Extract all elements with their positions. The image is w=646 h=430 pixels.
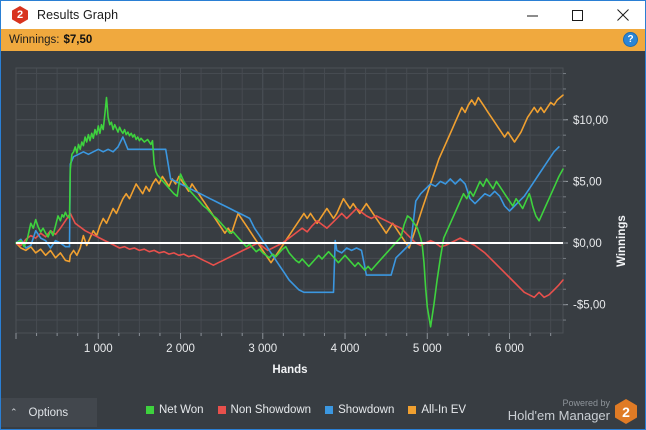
series-line-net-won bbox=[15, 96, 564, 328]
legend-item-net-won[interactable]: Net Won bbox=[146, 404, 204, 416]
options-button-label: Options bbox=[28, 406, 69, 419]
plot-area[interactable]: $10,00 $5,00 $0,00 -$5,00 1 000 2 000 3 000 4 … bbox=[1, 51, 645, 396]
maximize-button[interactable] bbox=[555, 1, 600, 29]
x-axis-labels: 1 000 2 000 3 000 4 000 5 000 6 000 bbox=[84, 343, 524, 355]
axis-ticks bbox=[15, 73, 568, 339]
close-icon bbox=[616, 9, 629, 21]
series-lines bbox=[15, 94, 564, 328]
chart-legend: Net Won Non Showdown Showdown All-In EV bbox=[146, 404, 466, 416]
series-line-showdown bbox=[15, 136, 560, 294]
minimize-button[interactable] bbox=[510, 1, 555, 29]
powered-by-label: Powered by bbox=[562, 398, 610, 408]
legend-swatch-icon bbox=[146, 406, 154, 414]
winnings-label: Winnings: bbox=[9, 34, 60, 46]
winnings-value: $7,50 bbox=[63, 34, 93, 46]
hm2-brand-hex-number: 2 bbox=[622, 403, 630, 420]
brand-name-label: Hold'em Manager bbox=[507, 408, 610, 423]
y-tick-label: $5,00 bbox=[573, 176, 602, 188]
x-tick-label: 1 000 bbox=[84, 343, 113, 355]
legend-swatch-icon bbox=[217, 406, 226, 414]
close-button[interactable] bbox=[600, 1, 645, 29]
y-axis-title: Winnings bbox=[616, 215, 628, 267]
hm2-brand-hex-icon: 2 bbox=[615, 399, 637, 424]
x-axis-title: Hands bbox=[272, 364, 307, 376]
x-tick-label: 2 000 bbox=[166, 343, 195, 355]
legend-item-non-showdown[interactable]: Non Showdown bbox=[217, 404, 312, 416]
window-title: Results Graph bbox=[37, 8, 119, 22]
legend-swatch-icon bbox=[408, 406, 417, 414]
title-bar: 2 Results Graph bbox=[1, 1, 645, 29]
help-icon[interactable]: ? bbox=[623, 32, 638, 47]
options-button[interactable]: ⌃ Options bbox=[1, 398, 97, 427]
window-controls bbox=[510, 1, 645, 29]
legend-label: Non Showdown bbox=[230, 404, 312, 416]
y-tick-label: $0,00 bbox=[573, 238, 602, 250]
maximize-icon bbox=[572, 9, 583, 21]
y-tick-label: -$5,00 bbox=[573, 300, 606, 312]
series-line-all-in-ev bbox=[15, 94, 564, 264]
x-tick-label: 6 000 bbox=[495, 343, 524, 355]
legend-label: All-In EV bbox=[421, 404, 467, 416]
series-line-non-showdown bbox=[15, 207, 564, 299]
brand-block: Powered by Hold'em Manager 2 bbox=[508, 398, 637, 425]
legend-item-showdown[interactable]: Showdown bbox=[325, 404, 394, 416]
x-tick-label: 4 000 bbox=[331, 343, 360, 355]
x-tick-label: 5 000 bbox=[413, 343, 442, 355]
legend-item-all-in-ev[interactable]: All-In EV bbox=[408, 404, 466, 416]
y-tick-label: $10,00 bbox=[573, 115, 608, 127]
y-axis-labels: $10,00 $5,00 $0,00 -$5,00 bbox=[573, 115, 608, 312]
hm2-hex-icon-number: 2 bbox=[16, 8, 24, 21]
results-chart[interactable]: $10,00 $5,00 $0,00 -$5,00 1 000 2 000 3 000 4 … bbox=[1, 51, 645, 396]
winnings-banner: Winnings: $7,50 ? bbox=[1, 29, 645, 51]
grid-minor bbox=[1, 51, 645, 396]
grid-major bbox=[15, 67, 564, 334]
x-tick-label: 3 000 bbox=[248, 343, 277, 355]
footer-bar: ⌃ Options Net Won Non Showdown Showdown All… bbox=[1, 396, 645, 429]
legend-swatch-icon bbox=[325, 406, 334, 414]
minimize-icon bbox=[527, 15, 538, 16]
chevron-up-icon: ⌃ bbox=[10, 407, 18, 417]
hm2-hex-icon: 2 bbox=[12, 6, 28, 24]
legend-label: Showdown bbox=[338, 404, 395, 416]
chart-body: $10,00 $5,00 $0,00 -$5,00 1 000 2 000 3 000 4 … bbox=[1, 51, 645, 396]
legend-label: Net Won bbox=[159, 404, 204, 416]
